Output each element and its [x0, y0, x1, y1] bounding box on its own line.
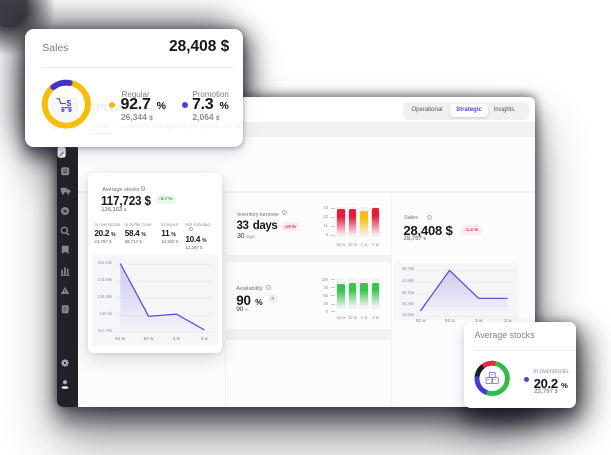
svg-text:$: $ — [66, 98, 71, 108]
